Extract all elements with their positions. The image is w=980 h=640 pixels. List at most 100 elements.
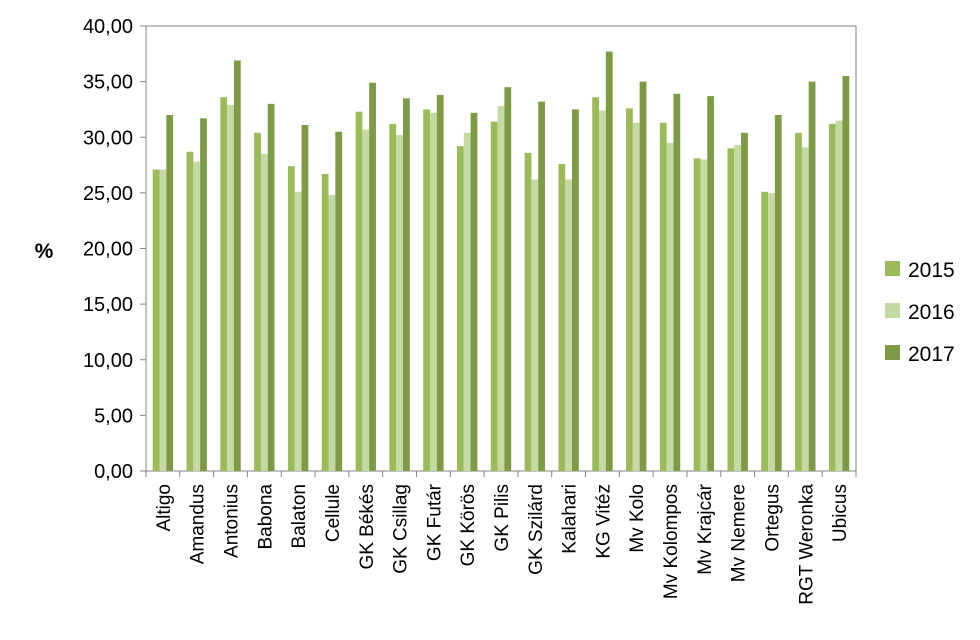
bar-2016-antonius: [227, 104, 234, 472]
bar-2017-rgt-weronka: [808, 81, 816, 471]
x-category-label: RGT Weronka: [796, 484, 817, 605]
bar-2016-gk-csillag: [396, 135, 403, 471]
bar-2017-ortegus: [774, 115, 782, 471]
y-tick-label: 0,00: [94, 461, 133, 483]
bar-2015-gk-csillag: [389, 123, 397, 472]
x-category-label: Kalahari: [560, 484, 581, 554]
bar-2016-altigo: [159, 169, 167, 471]
bar-2016-kg-vitéz: [599, 110, 606, 472]
bar-2017-ubicus: [842, 76, 850, 471]
x-category-label: KG Vitéz: [593, 484, 614, 559]
bar-2016-mv-kolompos: [666, 142, 674, 471]
bar-2015-mv-kolo: [626, 108, 633, 471]
bar-2017-balaton: [301, 125, 309, 471]
bar-2015-gk-körös: [456, 146, 464, 471]
bar-2015-amandus: [186, 151, 194, 471]
x-category-label: Mv Nemere: [729, 484, 750, 582]
legend-swatch-2016: [885, 303, 900, 318]
bar-2017-gk-szilárd: [538, 101, 546, 472]
bar-2015-mv-kolompos: [659, 122, 667, 471]
bar-2017-gk-futár: [436, 94, 444, 471]
y-tick-label: 10,00: [83, 350, 133, 372]
bar-2015-altigo: [152, 169, 160, 471]
legend-swatch-2015: [885, 261, 900, 276]
bar-2016-gk-körös: [463, 132, 471, 472]
bar-2017-gk-pilis: [504, 87, 512, 471]
tick-labels-group: 0,00 5,00 10,00 15,00 20,00 25,00 30,00 35,00 40…: [83, 16, 133, 483]
y-tick-label: 20,00: [83, 239, 133, 261]
legend-label-2016: 2016: [908, 301, 955, 324]
bar-2017-mv-kolompos: [673, 93, 681, 472]
bar-2015-gk-békés: [355, 111, 363, 471]
category-labels-group: Altigo Amandus Antonius Babona Balaton Cellul…: [154, 483, 851, 604]
bar-2016-amandus: [193, 161, 201, 471]
x-category-label: Babona: [255, 484, 276, 550]
bar-2017-babona: [267, 103, 275, 471]
bar-2016-rgt-weronka: [801, 147, 809, 471]
bar-2017-amandus: [200, 118, 207, 472]
bar-2017-antonius: [233, 60, 241, 472]
x-category-label: Mv Kolompos: [661, 484, 682, 599]
bar-2015-ubicus: [828, 123, 836, 472]
bar-2016-gk-békés: [362, 129, 370, 471]
x-category-label: Cellule: [323, 484, 344, 542]
bar-2015-gk-szilárd: [524, 152, 532, 471]
bar-2015-gk-pilis: [490, 121, 498, 472]
bar-2015-babona: [254, 132, 261, 472]
x-category-label: GK Futár: [424, 483, 445, 561]
bar-2017-kg-vitéz: [605, 51, 613, 472]
bar-2016-cellule: [328, 195, 336, 471]
bar-2017-mv-kolo: [639, 81, 647, 471]
x-category-label: Balaton: [289, 484, 310, 548]
x-category-label: GK Békés: [357, 484, 378, 570]
bar-2017-gk-csillag: [402, 98, 410, 471]
bar-2016-gk-szilárd: [531, 179, 539, 471]
bar-2017-mv-krajcár: [707, 96, 715, 472]
bar-2015-antonius: [220, 97, 228, 471]
y-tick-label: 5,00: [94, 405, 133, 427]
bar-2015-rgt-weronka: [795, 132, 802, 472]
bar-2015-kg-vitéz: [592, 97, 600, 471]
bar-2016-balaton: [294, 191, 302, 471]
bar-2015-balaton: [287, 166, 295, 472]
bar-2015-gk-futár: [423, 109, 430, 471]
bar-2016-mv-nemere: [734, 145, 742, 471]
bar-2016-gk-pilis: [497, 106, 505, 471]
y-tick-label: 40,00: [83, 16, 133, 38]
bar-2016-mv-kolo: [632, 122, 640, 471]
y-tick-label: 15,00: [83, 294, 133, 316]
bar-2017-gk-körös: [470, 112, 478, 472]
bar-2016-babona: [260, 153, 268, 471]
bar-2017-gk-békés: [369, 82, 376, 472]
x-category-label: Antonius: [222, 484, 243, 558]
y-axis-label: %: [35, 240, 54, 263]
legend-swatch-2017: [885, 345, 900, 360]
x-category-label: Mv Krajcár: [695, 483, 716, 574]
x-category-label: GK Csillag: [391, 484, 412, 574]
x-category-label: Ortegus: [762, 484, 783, 552]
legend-label-2015: 2015: [908, 259, 955, 282]
bar-2015-cellule: [321, 173, 329, 471]
x-category-label: Amandus: [188, 484, 209, 564]
bar-2015-mv-nemere: [727, 148, 735, 471]
legend: 2015 2016 2017: [885, 259, 955, 366]
bar-2017-altigo: [166, 115, 174, 471]
bars-group: [152, 51, 850, 472]
bar-2017-cellule: [335, 131, 343, 471]
x-category-label: Ubicus: [830, 484, 851, 542]
bar-2016-kalahari: [565, 179, 573, 471]
legend-label-2017: 2017: [908, 343, 955, 366]
y-tick-label: 35,00: [83, 72, 133, 94]
y-tick-label: 25,00: [83, 183, 133, 205]
bar-2015-kalahari: [558, 163, 566, 471]
bar-2015-ortegus: [761, 191, 769, 471]
x-category-label: GK Körös: [458, 484, 479, 566]
x-category-label: GK Pilis: [492, 484, 513, 552]
x-category-label: Mv Kolo: [627, 484, 648, 553]
bar-2016-ubicus: [835, 120, 843, 471]
x-category-label: Altigo: [154, 484, 175, 532]
y-tick-label: 30,00: [83, 127, 133, 149]
bar-2016-ortegus: [768, 192, 775, 471]
